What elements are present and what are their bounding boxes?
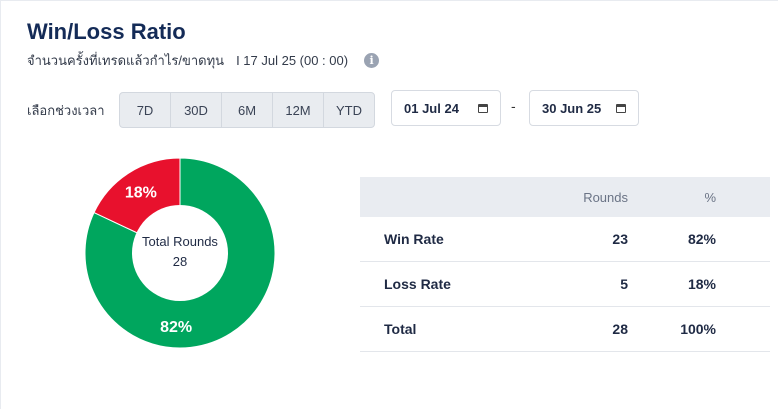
start-date-value: 01 Jul 24 xyxy=(404,100,459,116)
period-option-30d[interactable]: 30D xyxy=(171,93,222,127)
subtitle-row: จำนวนครั้งที่เทรดแล้วกำไร/ขาดทุน I 17 Ju… xyxy=(27,50,380,71)
row-label: Loss Rate xyxy=(384,276,451,292)
info-icon[interactable]: i xyxy=(364,53,380,68)
win-loss-table: Rounds % Win Rate 23 82% Loss Rate 5 18%… xyxy=(360,177,770,352)
row-pct: 100% xyxy=(680,321,716,337)
period-label: เลือกช่วงเวลา xyxy=(27,103,105,118)
page-title: Win/Loss Ratio xyxy=(27,19,186,44)
row-rounds: 23 xyxy=(612,231,628,247)
center-label: Total Rounds xyxy=(142,234,218,249)
row-label: Total xyxy=(384,321,417,337)
row-rounds: 28 xyxy=(612,321,628,337)
center-value: 28 xyxy=(173,254,187,269)
table-header: Rounds % xyxy=(360,177,770,217)
table-row: Total 28 100% xyxy=(360,307,770,352)
row-label: Win Rate xyxy=(384,231,444,247)
row-pct: 18% xyxy=(687,276,716,292)
end-date-field[interactable]: 30 Jun 25 xyxy=(529,90,639,126)
date-separator: - xyxy=(511,98,516,114)
table-row: Win Rate 23 82% xyxy=(360,217,770,262)
slice-label-loss-rate: 18% xyxy=(125,184,157,201)
calendar-icon[interactable] xyxy=(478,103,488,113)
period-option-12m[interactable]: 12M xyxy=(273,93,324,127)
subtitle: จำนวนครั้งที่เทรดแล้วกำไร/ขาดทุน xyxy=(27,53,225,68)
timestamp: I 17 Jul 25 (00 : 00) xyxy=(236,53,349,68)
header-rounds: Rounds xyxy=(583,189,628,205)
table-row: Loss Rate 5 18% xyxy=(360,262,770,307)
header-pct: % xyxy=(704,189,716,205)
start-date-field[interactable]: 01 Jul 24 xyxy=(391,90,501,126)
period-option-ytd[interactable]: YTD xyxy=(336,102,362,118)
slice-label-win-rate: 82% xyxy=(160,319,192,336)
period-option-6m[interactable]: 6M xyxy=(222,93,273,127)
row-pct: 82% xyxy=(687,231,716,247)
period-selector: 7D 30D 6M 12M YTD xyxy=(119,92,375,128)
win-loss-donut-chart: Total Rounds 28 82% 18% xyxy=(85,158,275,348)
period-option-7d[interactable]: 7D xyxy=(120,93,171,127)
calendar-icon[interactable] xyxy=(616,103,626,113)
end-date-value: 30 Jun 25 xyxy=(542,100,602,116)
row-rounds: 5 xyxy=(620,276,628,292)
donut-hole xyxy=(132,205,228,301)
